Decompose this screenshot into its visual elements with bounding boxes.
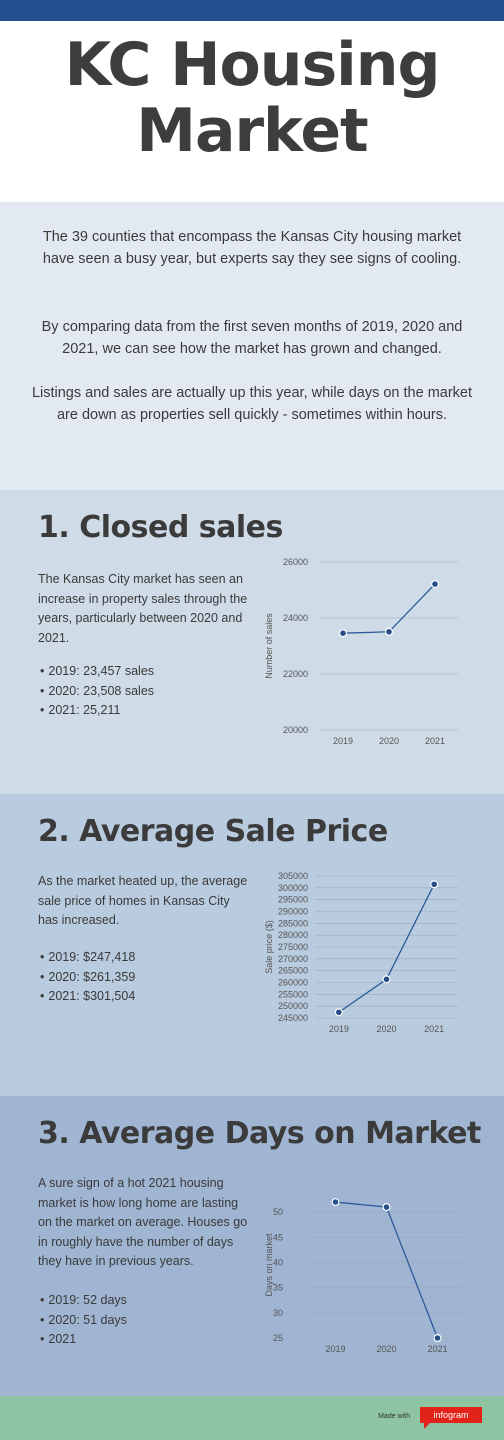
section-average-days-on-market: 3. Average Days on Market A sure sign of… — [0, 1096, 504, 1396]
y-tick-label: 280000 — [278, 930, 308, 940]
intro-paragraph-1: The 39 counties that encompass the Kansa… — [42, 229, 462, 267]
y-tick-label: 295000 — [278, 895, 308, 905]
x-tick-label: 2019 — [333, 736, 353, 746]
section-title: 1. Closed sales — [38, 510, 283, 545]
y-axis-label: Days on market — [264, 1233, 274, 1297]
logo-tail-icon — [424, 1423, 430, 1429]
page-title: KC Housing Market — [0, 32, 504, 164]
section-closed-sales: 1. Closed sales The Kansas City market h… — [0, 490, 504, 794]
intro-paragraph-2: By comparing data from the first seven m… — [41, 319, 463, 357]
series-line — [335, 1201, 439, 1339]
section-title: 3. Average Days on Market — [38, 1116, 481, 1151]
x-tick-label: 2020 — [376, 1024, 396, 1034]
y-tick-label: 270000 — [278, 954, 308, 964]
y-tick-label: 300000 — [278, 883, 308, 893]
data-point — [382, 975, 391, 984]
list-item: 2021: 25,211 — [40, 701, 154, 721]
x-tick-label: 2020 — [376, 1344, 396, 1354]
title-line-1: KC Housing — [64, 30, 441, 100]
stats-list: 2019: 23,457 sales 2020: 23,508 sales 20… — [40, 662, 154, 721]
data-point — [334, 1008, 343, 1017]
x-tick-label: 2019 — [329, 1024, 349, 1034]
y-tick-label: 30 — [273, 1308, 283, 1318]
list-item: 2021: $301,504 — [40, 987, 135, 1007]
section-description: As the market heated up, the average sal… — [38, 874, 248, 927]
y-axis-label: Sale price ($) — [264, 920, 274, 974]
section-description: The Kansas City market has seen an incre… — [38, 572, 248, 645]
y-tick-label: 245000 — [278, 1013, 308, 1023]
footer: Made with infogram — [0, 1396, 504, 1440]
y-tick-label: 25 — [273, 1333, 283, 1343]
series-line — [342, 583, 436, 634]
y-tick-label: 305000 — [278, 871, 308, 881]
x-tick-label: 2019 — [325, 1344, 345, 1354]
days-on-market-chart: 25 30 35 40 45 50 2019 2020 2021 Days on market — [264, 1198, 463, 1354]
section-title: 2. Average Sale Price — [38, 814, 388, 849]
x-tick-label: 2020 — [379, 736, 399, 746]
series-line — [338, 883, 435, 1013]
data-point — [384, 627, 393, 636]
top-accent-bar — [0, 0, 504, 21]
y-tick-label: 275000 — [278, 942, 308, 952]
list-item: 2021 — [40, 1330, 127, 1350]
section-description: A sure sign of a hot 2021 housing market… — [38, 1176, 248, 1268]
stats-list: 2019: 52 days 2020: 51 days 2021 — [40, 1291, 127, 1350]
list-item: 2019: $247,418 — [40, 948, 135, 968]
stats-list: 2019: $247,418 2020: $261,359 2021: $301… — [40, 948, 135, 1007]
y-axis-label: Number of sales — [264, 613, 274, 679]
list-item: 2020: 23,508 sales — [40, 682, 154, 702]
closed-sales-chart: 20000 22000 24000 26000 2019 2020 2021 Number o… — [264, 557, 458, 746]
y-tick-label: 290000 — [278, 907, 308, 917]
y-tick-label: 45 — [273, 1232, 283, 1242]
x-tick-label: 2021 — [425, 736, 445, 746]
list-item: 2019: 52 days — [40, 1291, 127, 1311]
intro-panel: The 39 counties that encompass the Kansa… — [0, 202, 504, 490]
data-point — [430, 880, 439, 889]
y-tick-label: 285000 — [278, 918, 308, 928]
intro-paragraph-3: Listings and sales are actually up this … — [31, 385, 473, 423]
y-tick-label: 26000 — [283, 557, 308, 567]
y-tick-label: 22000 — [283, 669, 308, 679]
y-tick-label: 24000 — [283, 613, 308, 623]
list-item: 2020: 51 days — [40, 1311, 127, 1331]
data-point — [382, 1203, 391, 1212]
data-point — [331, 1198, 340, 1207]
list-item: 2019: 23,457 sales — [40, 662, 154, 682]
list-item: 2020: $261,359 — [40, 968, 135, 988]
data-point — [338, 629, 347, 638]
y-tick-label: 50 — [273, 1207, 283, 1217]
section-average-sale-price: 2. Average Sale Price As the market heat… — [0, 794, 504, 1096]
y-tick-label: 260000 — [278, 978, 308, 988]
y-tick-label: 20000 — [283, 725, 308, 735]
infogram-logo[interactable]: infogram — [420, 1407, 482, 1423]
data-point — [433, 1334, 442, 1343]
y-tick-label: 40 — [273, 1257, 283, 1267]
title-line-2: Market — [136, 96, 368, 166]
x-tick-label: 2021 — [427, 1344, 447, 1354]
y-tick-label: 255000 — [278, 989, 308, 999]
x-tick-label: 2021 — [424, 1024, 444, 1034]
y-tick-label: 35 — [273, 1283, 283, 1293]
made-with-label: Made with — [378, 1413, 410, 1420]
y-tick-label: 265000 — [278, 966, 308, 976]
y-tick-label: 250000 — [278, 1001, 308, 1011]
data-point — [431, 580, 440, 589]
